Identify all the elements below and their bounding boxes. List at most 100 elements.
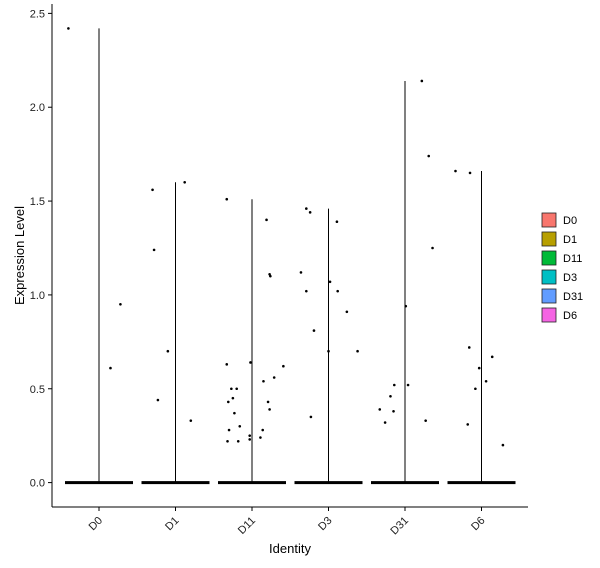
y-tick-label: 2.5 [30, 8, 45, 20]
data-point [356, 349, 359, 353]
data-point [454, 169, 457, 173]
data-point [119, 302, 122, 306]
y-tick-label: 1.0 [30, 290, 45, 302]
violin-base-D1 [141, 481, 210, 485]
data-point [477, 366, 481, 370]
data-point [474, 387, 477, 391]
data-point [308, 211, 312, 214]
violin-base-D6 [447, 481, 516, 485]
data-point [230, 387, 233, 391]
data-point [335, 220, 339, 224]
data-point [269, 274, 272, 278]
x-tick-label: D0 [87, 515, 105, 533]
data-point [484, 379, 488, 383]
data-point [392, 383, 396, 387]
legend-item-D0: D0 [541, 212, 577, 228]
data-point [152, 248, 156, 252]
data-point [226, 440, 229, 443]
legend-swatch [541, 269, 557, 285]
legend-label: D3 [563, 272, 577, 284]
data-point [235, 387, 238, 391]
legend-label: D6 [563, 310, 577, 322]
data-point [226, 400, 230, 404]
y-tick-label: 0.5 [30, 384, 45, 396]
legend-swatch [541, 250, 557, 266]
data-point [266, 400, 270, 404]
data-point [238, 424, 242, 428]
y-axis-title: Expression Level [12, 206, 27, 305]
data-point [225, 363, 229, 366]
plot-panel [65, 27, 516, 485]
legend-item-D6: D6 [541, 307, 577, 323]
legend-swatch [541, 288, 557, 304]
data-point [378, 408, 382, 411]
legend-swatch [541, 212, 557, 228]
data-point [427, 154, 431, 158]
data-point [467, 346, 471, 349]
violin-D0 [65, 28, 133, 485]
x-axis-ticks: D0 D1 D11 D3 D31 D6 [87, 507, 488, 537]
data-point [151, 188, 154, 192]
data-point [490, 355, 494, 359]
x-tick-label: D11 [236, 515, 258, 537]
legend-label: D11 [563, 253, 582, 265]
data-point [312, 329, 316, 332]
x-axis-title: Identity [269, 541, 311, 556]
data-point [156, 398, 160, 402]
data-point [183, 181, 186, 184]
y-tick-label: 0.0 [30, 478, 45, 490]
axes: 0.0 0.5 1.0 1.5 2.0 2.5 D0 D1 D11 D3 D31 D6 [30, 4, 528, 537]
data-point [336, 289, 339, 293]
data-point [67, 27, 70, 30]
data-point [424, 419, 427, 422]
data-point [327, 349, 330, 353]
data-point [392, 409, 395, 413]
legend-item-D1: D1 [541, 231, 577, 247]
x-tick-label: D1 [163, 515, 181, 533]
data-point [233, 411, 236, 415]
legend-swatch [541, 231, 557, 247]
data-point [345, 310, 349, 314]
points-D6 [454, 169, 505, 447]
x-tick-label: D6 [469, 515, 487, 533]
data-point [431, 246, 434, 250]
violin-base-D31 [371, 481, 439, 485]
violin-D6 [447, 171, 516, 485]
data-point [261, 428, 265, 432]
legend-item-D11: D11 [541, 250, 582, 266]
data-point [406, 383, 410, 387]
data-point [109, 366, 112, 370]
violin-base-D11 [218, 481, 286, 485]
data-point [466, 423, 470, 426]
legend-item-D31: D31 [541, 288, 583, 304]
violin-D31 [371, 80, 439, 485]
legend-label: D31 [563, 291, 583, 303]
data-point [328, 280, 332, 284]
y-tick-label: 2.0 [30, 102, 45, 114]
data-point [259, 436, 262, 439]
data-point [404, 304, 408, 308]
legend-label: D0 [563, 215, 577, 227]
data-point [299, 271, 303, 274]
points-D0 [67, 27, 122, 370]
points-D1 [151, 181, 193, 422]
data-point [420, 79, 424, 83]
data-point [227, 428, 231, 432]
data-point [389, 394, 392, 398]
data-point [262, 379, 265, 383]
data-point [383, 421, 387, 424]
data-point [249, 361, 252, 364]
violin-base-D3 [294, 481, 363, 485]
x-tick-label: D3 [316, 515, 334, 533]
data-point [248, 434, 252, 437]
data-point [272, 376, 276, 379]
data-point [236, 440, 240, 443]
violin-D11 [218, 199, 286, 485]
data-point [305, 207, 308, 210]
points-D3 [299, 207, 359, 419]
data-point [305, 289, 308, 293]
data-point [225, 197, 229, 201]
data-point [265, 218, 268, 222]
data-point [268, 408, 271, 411]
